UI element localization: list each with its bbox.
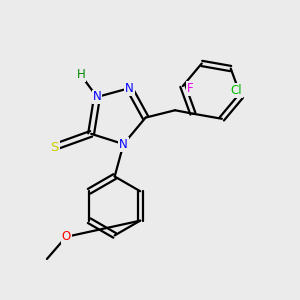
Text: N: N (119, 138, 128, 151)
Text: N: N (93, 91, 101, 103)
Text: H: H (76, 68, 85, 81)
Text: O: O (61, 230, 71, 243)
Text: S: S (50, 141, 58, 154)
Text: N: N (125, 82, 134, 95)
Text: F: F (187, 82, 194, 95)
Text: Cl: Cl (231, 84, 242, 97)
